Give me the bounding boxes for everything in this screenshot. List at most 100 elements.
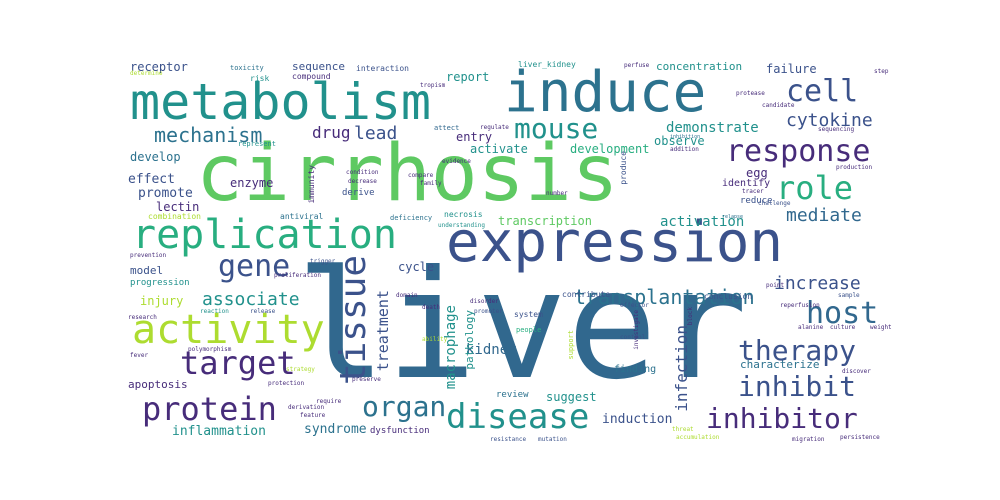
word-research: research — [128, 314, 157, 321]
word-interaction: interaction — [356, 64, 409, 73]
word-deficiency: deficiency — [390, 214, 433, 222]
word-accumulation: accumulation — [676, 434, 720, 441]
word-sequencing: sequencing — [818, 126, 855, 133]
word-target: target — [180, 344, 296, 382]
word-control: control — [620, 334, 646, 341]
word-family: family — [420, 180, 442, 187]
word-progression: progression — [130, 278, 190, 288]
word-macrophage: macrophage — [443, 305, 459, 390]
word-failure: failure — [766, 62, 817, 76]
word-step: step — [874, 68, 889, 75]
word-activation: activation — [660, 214, 745, 230]
word-feature: feature — [300, 412, 326, 419]
word-represent: represent — [238, 140, 276, 148]
word-candidate: candidate — [762, 102, 795, 109]
word-report: report — [446, 70, 490, 84]
word-mutation: mutation — [538, 436, 567, 443]
word-block: block — [687, 307, 694, 326]
word-induction: induction — [602, 412, 673, 427]
word-transplantation: transplantation — [574, 285, 755, 309]
word-mechanism: mechanism — [154, 123, 263, 147]
word-compound: compound — [292, 72, 331, 81]
word-disease: disease — [446, 397, 590, 437]
word-relapse: relapse — [722, 214, 744, 220]
word-conclusion: conclusion — [704, 292, 753, 301]
word-challenge: challenge — [758, 200, 791, 207]
word-egg: egg — [746, 166, 768, 180]
word-proliferation: proliferation — [274, 272, 321, 279]
word-promoter: promoter — [474, 308, 503, 315]
word-addition: addition — [670, 146, 699, 153]
word-regulate: regulate — [480, 124, 509, 131]
word-cycle: cycle — [398, 260, 435, 274]
word-combination: combination — [148, 212, 201, 221]
word-demonstrate: demonstrate — [666, 120, 759, 136]
word-sample: sample — [838, 292, 860, 299]
word-number: number — [546, 190, 568, 197]
word-promote: promote — [138, 186, 193, 201]
word-weight: weight — [870, 324, 892, 331]
word-require: require — [316, 398, 342, 405]
word-investigate: investigate — [633, 310, 640, 350]
word-ability: ability — [422, 336, 448, 343]
word-migration: migration — [792, 436, 825, 443]
word-domain: domain — [396, 292, 418, 299]
word-lectin: lectin — [156, 200, 200, 214]
word-trigger: trigger — [310, 258, 336, 265]
word-activity: activity — [132, 307, 325, 353]
word-infection: infection — [672, 325, 691, 412]
word-sequence: sequence — [292, 60, 345, 73]
word-role: role — [776, 169, 854, 207]
word-finding: finding — [614, 364, 657, 375]
word-alanine: alanine — [798, 324, 824, 331]
word-replication: replication — [132, 212, 397, 258]
word-resistance: resistance — [490, 436, 527, 443]
word-concentration: concentration — [656, 60, 743, 73]
word-strategy: strategy — [286, 366, 315, 373]
word-host: host — [806, 296, 879, 331]
word-induce: induce — [504, 60, 707, 125]
word-inhibit: inhibit — [738, 370, 857, 403]
word-cloud: liver cirrhosis expression metabolism in… — [126, 55, 906, 445]
word-lead: lead — [354, 123, 398, 144]
word-system: system — [514, 310, 543, 319]
word-evidence: evidence — [442, 158, 471, 165]
word-release: release — [250, 308, 276, 315]
word-mouse: mouse — [514, 112, 599, 145]
word-tracer: tracer — [742, 188, 764, 195]
word-tissue: tissue — [333, 255, 374, 386]
word-toxicity: toxicity — [230, 64, 264, 72]
word-reduce: reduce — [740, 196, 773, 206]
word-organ: organ — [362, 390, 447, 423]
word-syndrome: syndrome — [304, 422, 367, 437]
word-reperfusion: reperfusion — [780, 302, 820, 309]
word-associate: associate — [202, 289, 300, 310]
word-prevention: prevention — [130, 252, 167, 259]
word-development: development — [570, 142, 650, 156]
word-contribute: contribute — [562, 290, 611, 299]
word-enzyme: enzyme — [230, 176, 274, 190]
word-mediate: mediate — [786, 205, 862, 226]
word-point: point — [766, 282, 785, 289]
word-people: people — [516, 326, 542, 334]
word-cirrhosis: cirrhosis — [196, 129, 619, 219]
word-receptor: receptor — [130, 60, 188, 74]
word-protection: protection — [268, 380, 305, 387]
word-cell: cell — [786, 74, 859, 109]
word-determine: determine — [130, 70, 163, 77]
word-inflammation: inflammation — [172, 424, 266, 439]
word-threat: threat — [672, 426, 694, 433]
word-injury: injury — [140, 294, 184, 308]
word-activate: activate — [470, 142, 528, 156]
word-immunity: immunity — [307, 165, 316, 204]
word-suggest: suggest — [546, 390, 597, 404]
word-persistence: persistence — [840, 434, 880, 441]
word-derive: derive — [342, 188, 375, 198]
word-support: support — [567, 330, 575, 360]
word-protease: protease — [736, 90, 765, 97]
word-inhibition: inhibition — [670, 134, 701, 140]
word-attect: attect — [434, 124, 460, 132]
word-perfuse: perfuse — [624, 62, 650, 69]
word-culture: culture — [830, 324, 856, 331]
word-condition: condition — [346, 169, 379, 176]
